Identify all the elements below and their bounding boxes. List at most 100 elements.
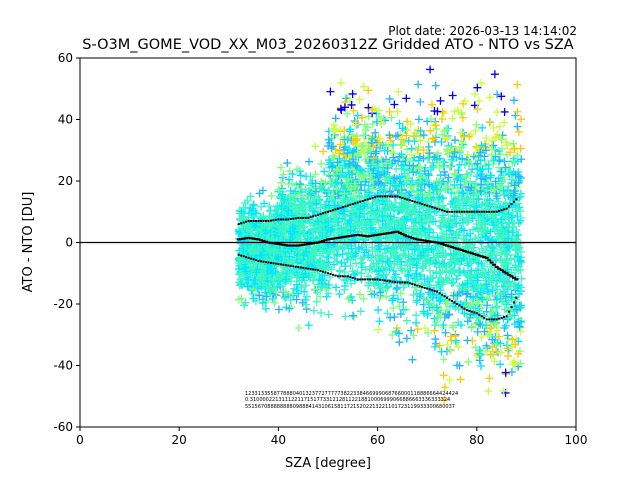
scatter-point — [235, 270, 244, 279]
spread-marker — [344, 205, 347, 208]
mean-marker — [454, 247, 459, 250]
scatter-point — [400, 215, 409, 224]
mean-marker — [420, 239, 425, 242]
scatter-point — [503, 141, 512, 150]
scatter-point — [491, 152, 500, 161]
spread-marker — [460, 306, 463, 309]
scatter-point — [298, 298, 307, 307]
scatter-point — [346, 255, 355, 264]
x-tick-label: 40 — [271, 433, 286, 447]
spread-marker — [272, 262, 275, 265]
x-tick-label: 0 — [76, 433, 84, 447]
scatter-point — [324, 263, 333, 272]
scatter-point — [332, 213, 341, 222]
scatter-point — [359, 82, 368, 91]
scatter-point — [311, 170, 320, 179]
scatter-point — [312, 218, 321, 227]
scatter-point — [299, 227, 308, 236]
scatter-point — [513, 107, 522, 116]
spread-marker — [406, 281, 409, 284]
scatter-point — [293, 165, 302, 174]
scatter-point — [491, 133, 500, 142]
spread-marker — [312, 268, 315, 271]
scatter-point — [467, 278, 476, 287]
scatter-point — [412, 131, 421, 140]
spread-marker — [359, 278, 362, 281]
scatter-point — [344, 197, 353, 206]
spread-marker — [384, 195, 387, 198]
scatter-point — [517, 274, 526, 283]
scatter-point — [424, 280, 433, 289]
spread-marker — [240, 254, 243, 257]
scatter-point — [328, 225, 337, 234]
scatter-point — [285, 200, 294, 209]
scatter-point — [343, 135, 352, 144]
scatter-point — [436, 96, 445, 105]
scatter-point — [443, 145, 452, 154]
spread-marker — [406, 198, 409, 201]
scatter-point — [239, 246, 248, 255]
spread-marker — [470, 310, 473, 313]
scatter-point — [432, 155, 441, 164]
mean-marker — [445, 244, 450, 247]
scatter-point — [419, 262, 428, 271]
scatter-point — [375, 207, 384, 216]
spread-marker — [408, 199, 411, 202]
scatter-point — [284, 206, 293, 215]
scatter-point — [385, 201, 394, 210]
scatter-point — [346, 226, 355, 235]
mean-marker — [321, 239, 326, 242]
mean-marker — [482, 256, 487, 259]
scatter-point — [290, 227, 299, 236]
scatter-point — [252, 268, 261, 277]
scatter-point — [254, 246, 263, 255]
scatter-point — [392, 273, 401, 282]
y-tick-label: 0 — [65, 236, 73, 250]
scatter-point — [500, 249, 509, 258]
scatter-point — [443, 134, 452, 143]
scatter-point — [309, 276, 318, 285]
scatter-point — [296, 171, 305, 180]
scatter-point — [499, 275, 508, 284]
scatter-point — [412, 269, 421, 278]
scatter-point — [352, 136, 361, 145]
scatter-point — [508, 307, 517, 316]
scatter-point — [250, 222, 259, 231]
scatter-point — [324, 280, 333, 289]
scatter-point — [248, 269, 257, 278]
scatter-point — [281, 275, 290, 284]
scatter-point — [366, 215, 375, 224]
mean-marker — [308, 242, 313, 245]
spread-marker — [371, 278, 374, 281]
spread-marker — [423, 286, 426, 289]
scatter-point — [441, 251, 450, 260]
scatter-point — [457, 109, 466, 118]
mean-marker — [236, 238, 241, 241]
scatter-point — [517, 155, 526, 164]
spread-marker — [272, 219, 275, 222]
scatter-point — [359, 147, 368, 156]
scatter-point — [370, 290, 379, 299]
spread-marker — [354, 202, 357, 205]
scatter-point — [409, 168, 418, 177]
scatter-point — [327, 196, 336, 205]
scatter-point — [482, 134, 491, 143]
scatter-point — [508, 175, 517, 184]
mean-marker — [514, 278, 519, 281]
spread-marker — [458, 210, 461, 213]
scatter-point — [489, 309, 498, 318]
scatter-point — [413, 296, 422, 305]
scatter-point — [306, 261, 315, 270]
scatter-point — [498, 298, 507, 307]
scatter-point — [477, 141, 486, 150]
scatter-point — [324, 187, 333, 196]
scatter-point — [435, 177, 444, 186]
scatter-point — [348, 311, 357, 320]
spread-marker — [369, 197, 372, 200]
spread-marker — [433, 206, 436, 209]
scatter-point — [278, 190, 287, 199]
scatter-point — [439, 320, 448, 329]
scatter-point — [511, 340, 520, 349]
spread-marker — [393, 281, 396, 284]
scatter-point — [352, 132, 361, 141]
